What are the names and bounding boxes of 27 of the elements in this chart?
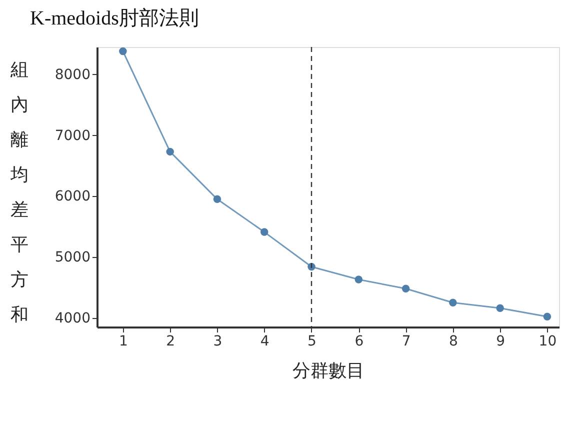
- y-tick-label: 7000: [54, 128, 90, 144]
- x-tick-label: 4: [260, 334, 270, 350]
- point: [166, 148, 174, 156]
- point: [449, 298, 457, 307]
- x-tick-label: 1: [118, 334, 128, 350]
- chart-title: K-medoids肘部法則: [30, 7, 199, 30]
- x-tick-label: 2: [166, 334, 176, 350]
- y-tick-label: 8000: [54, 66, 90, 83]
- x-tick-label: 8: [448, 334, 458, 350]
- x-tick-label: 9: [496, 334, 506, 350]
- y-tick-label: 5000: [54, 250, 90, 266]
- x-tick-label: 10: [538, 334, 557, 350]
- y-tick-label: 6000: [54, 188, 90, 205]
- point: [543, 312, 552, 321]
- x-axis-title: 分群數目: [292, 360, 364, 382]
- point: [402, 284, 410, 293]
- point: [213, 195, 222, 204]
- y-axis-title: 組內離均差平方和: [10, 60, 28, 326]
- x-tick-label: 5: [308, 334, 316, 350]
- point: [119, 47, 127, 56]
- x-tick-label: 7: [402, 334, 411, 350]
- point: [354, 276, 363, 284]
- x-tick-label: 6: [354, 334, 364, 350]
- y-tick-label: 4000: [54, 310, 90, 326]
- point: [496, 304, 504, 312]
- point: [260, 228, 268, 236]
- x-tick-label: 3: [213, 334, 222, 350]
